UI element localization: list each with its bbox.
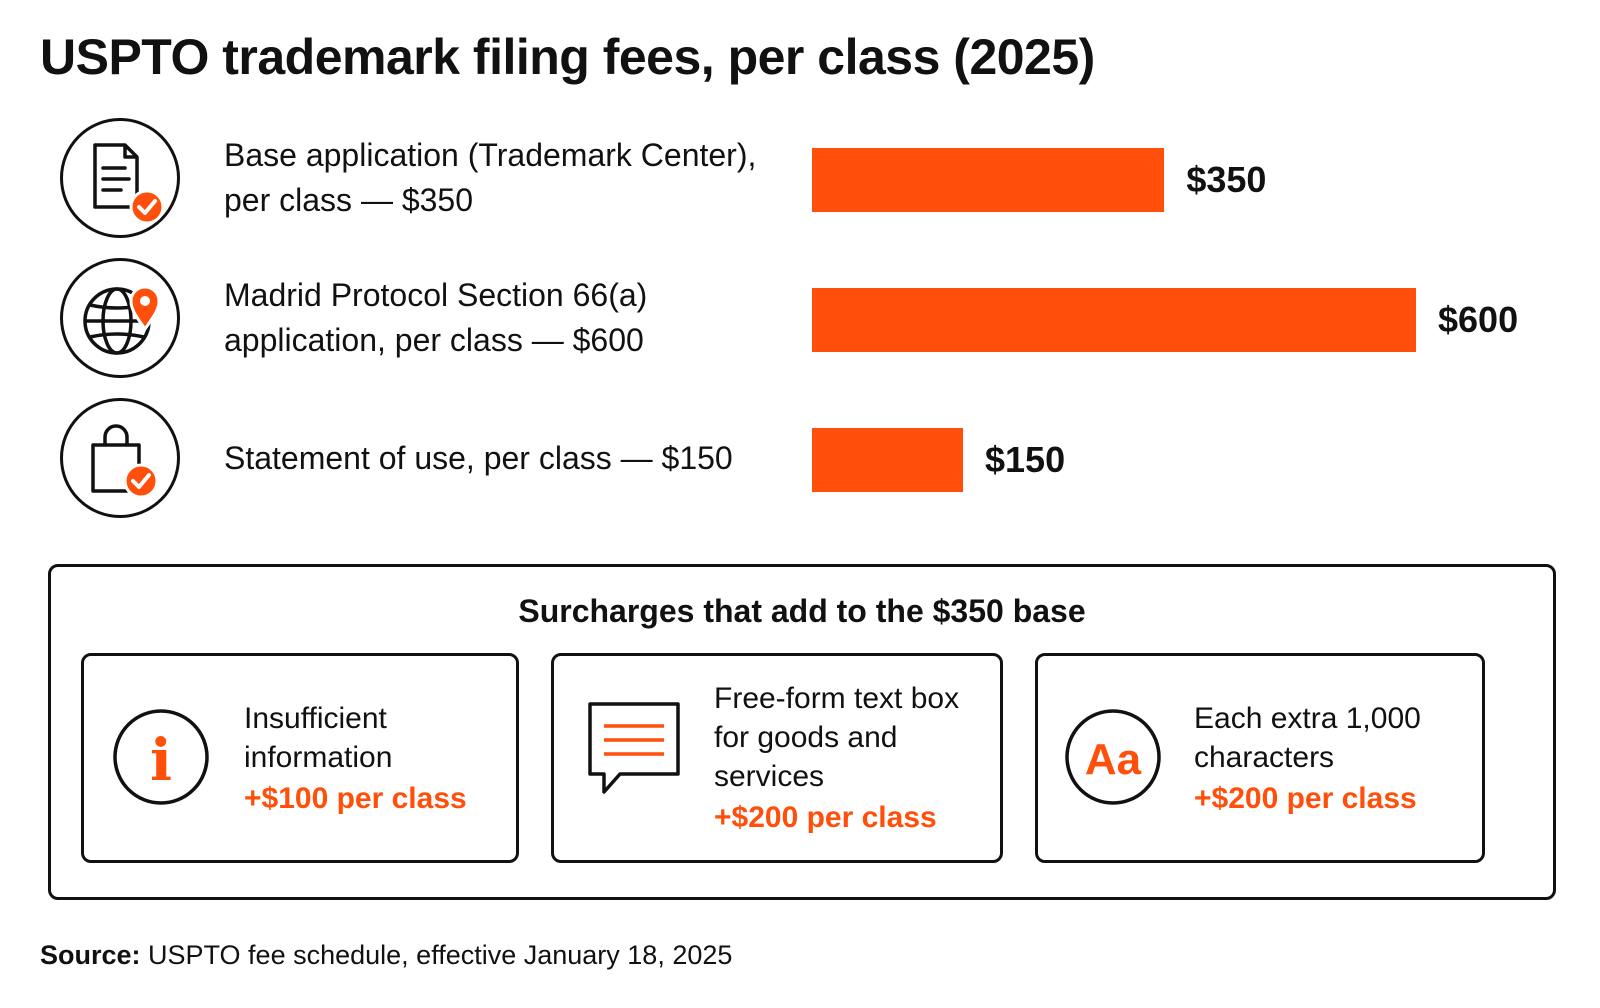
fee-row-madrid: Madrid Protocol Section 66(a) applicatio… — [0, 256, 1600, 380]
speech-bubble-icon — [582, 696, 686, 805]
surcharge-fee-extra-characters: +$200 per class — [1194, 781, 1417, 815]
source-text: USPTO fee schedule, effective January 18… — [140, 940, 733, 970]
surcharges-title: Surcharges that add to the $350 base — [518, 593, 1086, 629]
chart-title: USPTO trademark filing fees, per class (… — [40, 29, 1095, 85]
fee-label-base: Base application (Trademark Center), per… — [224, 137, 757, 218]
surcharge-fee-free-form-text: +$200 per class — [714, 801, 937, 834]
bar-statement-of-use — [812, 428, 963, 492]
document-check-icon — [60, 118, 180, 238]
surcharge-label-free-form-text: Free-form text box for goods and service… — [714, 682, 960, 793]
shopping-bag-check-icon — [60, 398, 180, 518]
fee-label-madrid: Madrid Protocol Section 66(a) applicatio… — [224, 277, 648, 358]
surcharge-card-extra-characters: Aa Each extra 1,000 characters +$200 per… — [1035, 653, 1485, 863]
surcharge-fee-insufficient-info: +$100 per class — [244, 781, 467, 815]
aa-icon-glyph: Aa — [1085, 735, 1142, 784]
fee-label-statement-of-use: Statement of use, per class — $150 — [224, 439, 733, 476]
surcharge-card-insufficient-info: i Insufficient information +$100 per cla… — [81, 653, 519, 863]
source-label: Source: — [40, 940, 141, 970]
surcharge-label-insufficient-info: Insufficient information — [244, 701, 393, 774]
bar-value-base: $350 — [1186, 159, 1267, 200]
fee-row-base: Base application (Trademark Center), per… — [0, 116, 1600, 240]
text-aa-icon: Aa — [1064, 708, 1162, 811]
fee-row-statement-of-use: Statement of use, per class — $150 $150 — [0, 396, 1600, 520]
bar-madrid — [812, 288, 1416, 352]
surcharge-card-free-form-text: Free-form text box for goods and service… — [551, 653, 1003, 863]
bar-value-madrid: $600 — [1438, 299, 1519, 340]
surcharges-panel: Surcharges that add to the $350 base i I… — [48, 564, 1556, 900]
globe-pin-icon — [60, 258, 180, 378]
bar-value-statement-of-use: $150 — [985, 439, 1066, 480]
surcharge-label-extra-characters: Each extra 1,000 characters — [1194, 701, 1421, 774]
info-icon-glyph: i — [150, 726, 172, 794]
source-note: Source: USPTO fee schedule, effective Ja… — [40, 940, 732, 971]
info-icon: i — [112, 708, 210, 811]
bar-base — [812, 148, 1165, 212]
